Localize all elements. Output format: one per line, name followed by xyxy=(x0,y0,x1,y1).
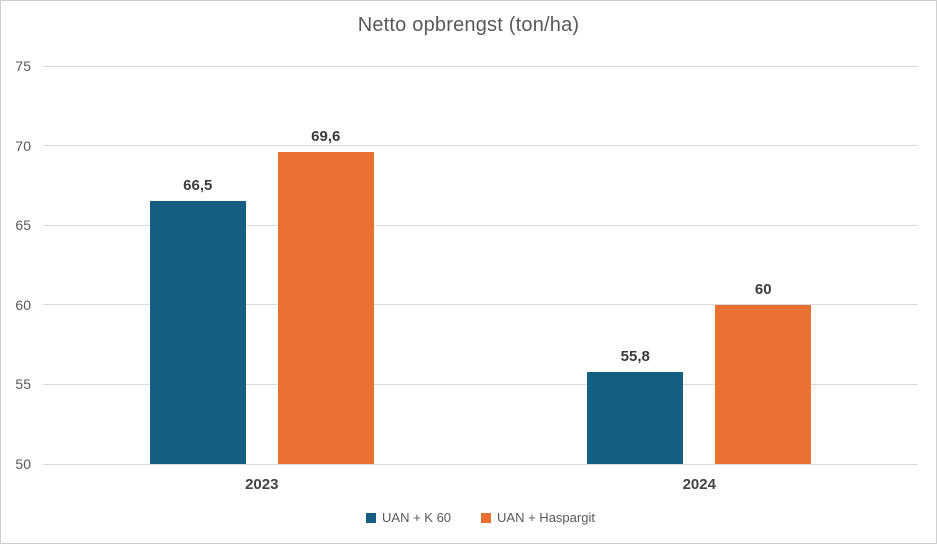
y-tick-label-50: 50 xyxy=(15,456,31,472)
gridline-55 xyxy=(43,383,918,385)
bar-uan-haspargit-2024 xyxy=(715,304,812,464)
gridline-50 xyxy=(43,463,918,465)
legend-marker-icon xyxy=(481,512,492,523)
data-label-uan-k-60-2024: 55,8 xyxy=(620,347,650,365)
bar-uan-haspargit-2023 xyxy=(277,151,374,464)
chart-legend: UAN + K 60 UAN + Haspargit xyxy=(43,510,918,525)
legend-label: UAN + K 60 xyxy=(382,510,452,525)
y-tick-label-65: 65 xyxy=(15,217,31,234)
legend-item-uan-k-60: UAN + K 60 xyxy=(366,510,451,525)
y-tick-label-55: 55 xyxy=(15,376,31,393)
legend-marker-icon xyxy=(366,512,377,523)
x-category-label-2023: 2023 xyxy=(245,476,279,493)
bar-uan-k-60-2024 xyxy=(587,371,684,464)
plot-area: 66,5 55,8 69,6 60 xyxy=(43,65,918,465)
legend-item-uan-haspargit: UAN + Haspargit xyxy=(481,510,595,525)
y-tick-label-75: 75 xyxy=(15,58,31,74)
data-label-uan-haspargit-2023: 69,6 xyxy=(311,127,341,145)
gridline-65 xyxy=(43,224,918,226)
gridline-60 xyxy=(43,304,918,306)
x-category-label-2024: 2024 xyxy=(682,476,716,493)
y-tick-label-70: 70 xyxy=(15,137,31,154)
gridline-75 xyxy=(43,65,918,67)
data-label-uan-haspargit-2024: 60 xyxy=(754,280,772,298)
chart-title: Netto opbrengst (ton/ha) xyxy=(357,14,580,36)
y-tick-label-60: 60 xyxy=(15,296,31,313)
legend-label: UAN + Haspargit xyxy=(497,510,595,525)
bar-uan-k-60-2023 xyxy=(149,201,246,464)
data-label-uan-k-60-2023: 66,5 xyxy=(183,177,213,195)
gridline-70 xyxy=(43,145,918,147)
